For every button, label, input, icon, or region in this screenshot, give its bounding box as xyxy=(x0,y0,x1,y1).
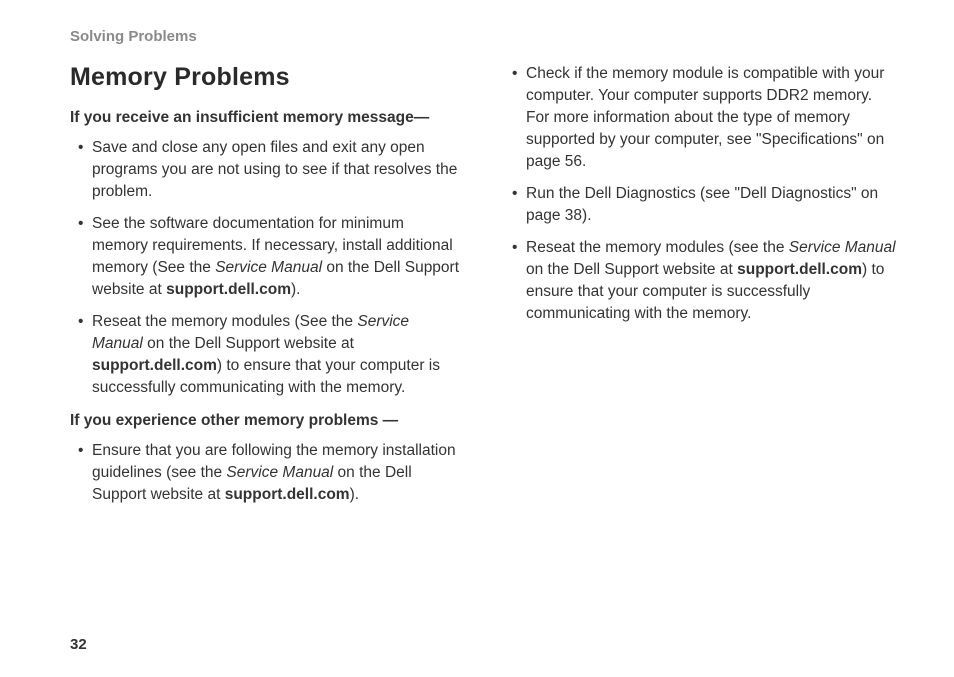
bullet-item: Ensure that you are following the memory… xyxy=(78,440,464,506)
subheading-text: If you receive an insufficient memory me… xyxy=(70,109,414,126)
text-run: Reseat the memory modules (See the xyxy=(92,313,357,330)
bullet-list-1: Save and close any open files and exit a… xyxy=(70,137,464,399)
subheading-dash: — xyxy=(414,109,430,126)
bullet-item: Reseat the memory modules (See the Servi… xyxy=(78,311,464,399)
support-url: support.dell.com xyxy=(737,261,862,278)
subheading-dash: — xyxy=(378,412,398,429)
subheading-text: If you experience other memory problems xyxy=(70,412,378,429)
service-manual-ref: Service Manual xyxy=(789,239,896,256)
bullet-item: Save and close any open files and exit a… xyxy=(78,137,464,203)
text-run: on the Dell Support website at xyxy=(526,261,737,278)
subheading-insufficient-memory: If you receive an insufficient memory me… xyxy=(70,108,464,129)
page-header: Solving Problems xyxy=(70,28,898,45)
text-run: ). xyxy=(350,486,359,503)
service-manual-ref: Service Manual xyxy=(215,259,322,276)
bullet-item: Run the Dell Diagnostics (see "Dell Diag… xyxy=(512,183,898,227)
bullet-item: See the software documentation for minim… xyxy=(78,213,464,301)
bullet-item: Reseat the memory modules (see the Servi… xyxy=(512,237,898,325)
support-url: support.dell.com xyxy=(225,486,350,503)
subheading-other-memory: If you experience other memory problems … xyxy=(70,411,464,432)
text-run: Reseat the memory modules (see the xyxy=(526,239,789,256)
service-manual-ref: Service Manual xyxy=(226,464,333,481)
support-url: support.dell.com xyxy=(166,281,291,298)
page-number: 32 xyxy=(70,636,87,653)
bullet-item: Check if the memory module is compatible… xyxy=(512,63,898,173)
text-run: on the Dell Support website at xyxy=(143,335,354,352)
support-url: support.dell.com xyxy=(92,357,217,374)
text-run: ). xyxy=(291,281,300,298)
content-columns: Memory Problems If you receive an insuff… xyxy=(70,63,898,623)
section-title: Memory Problems xyxy=(70,63,464,92)
